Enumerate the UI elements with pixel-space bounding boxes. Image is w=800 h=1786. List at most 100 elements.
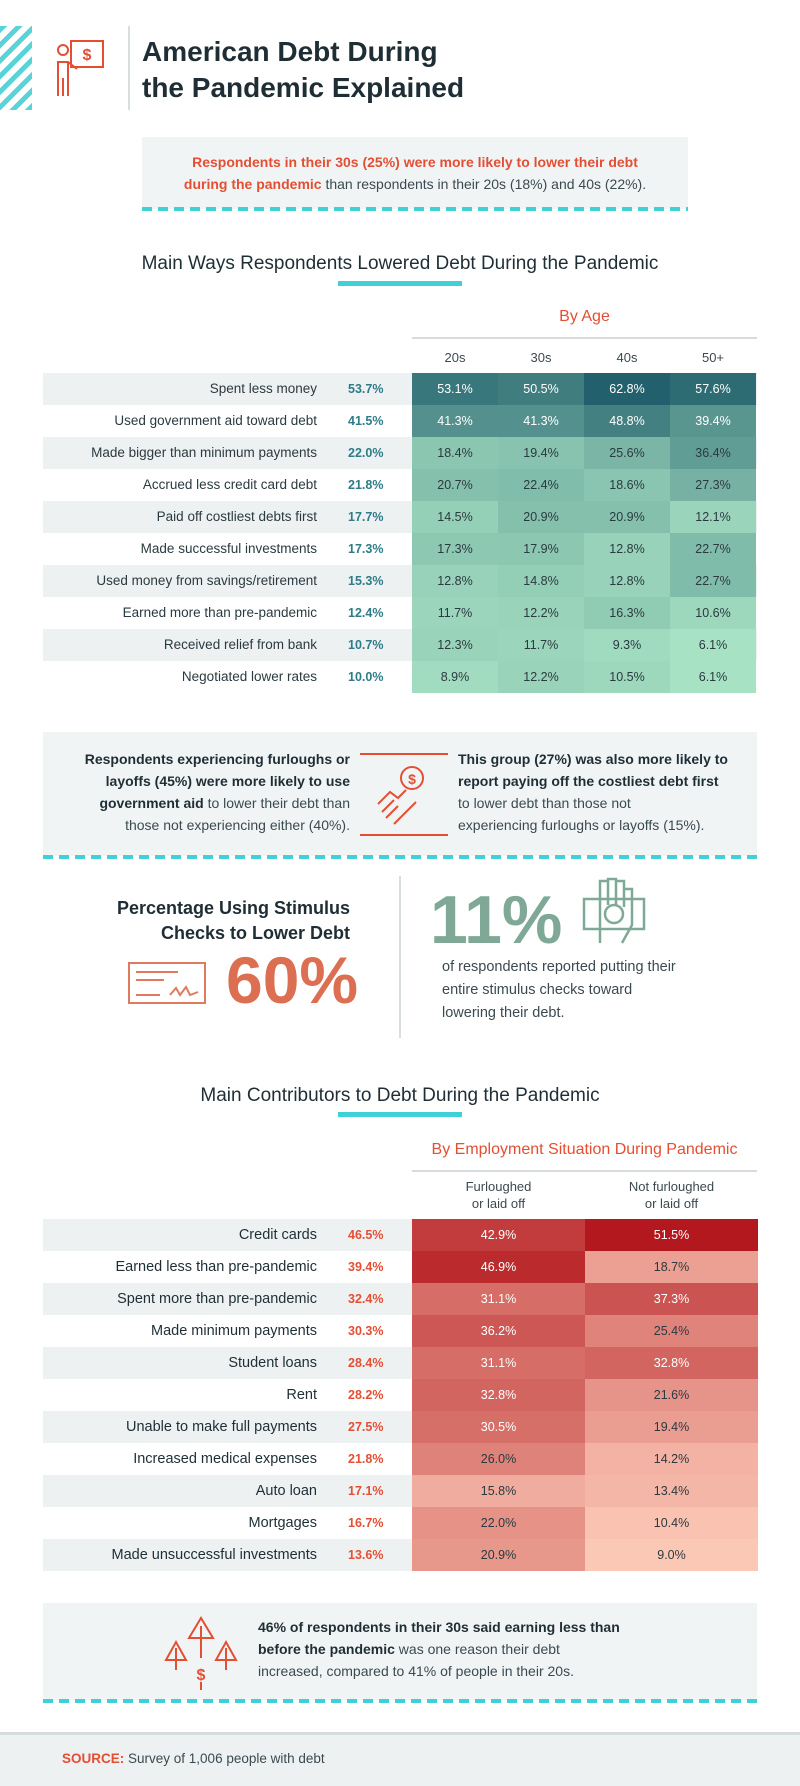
callout-line: before the pandemic (258, 1641, 395, 1657)
table-row: Mortgages 16.7% 22.0% 10.4% (43, 1507, 758, 1539)
svg-text:$: $ (408, 771, 416, 787)
heatmap-cell: 25.4% (585, 1315, 758, 1347)
column-header: 20s (444, 350, 466, 365)
heatmap-cell: 18.6% (584, 469, 670, 501)
row-total: 13.6% (348, 1548, 384, 1562)
accent-line (360, 753, 448, 755)
row-label: Negotiated lower rates (181, 669, 317, 684)
callout-line: report paying off the costliest debt fir… (458, 773, 719, 789)
row-label: Used government aid toward debt (114, 413, 317, 428)
vertical-divider (399, 876, 401, 1038)
row-total: 28.4% (348, 1356, 384, 1370)
row-total: 21.8% (348, 478, 384, 492)
row-total: 15.3% (348, 574, 384, 588)
row-label: Unable to make full payments (125, 1419, 317, 1435)
stimulus-line: of respondents reported putting their (442, 959, 676, 975)
row-total: 53.7% (348, 382, 384, 396)
row-label: Rent (286, 1387, 317, 1403)
callout-body: than respondents in their 20s (18%) and … (321, 176, 647, 192)
heatmap-cell: 12.3% (412, 629, 498, 661)
svg-text:$: $ (83, 47, 92, 64)
row-total: 10.7% (348, 638, 384, 652)
callout-line: 46% of respondents in their 30s said ear… (258, 1619, 620, 1635)
source-text: Survey of 1,006 people with debt (124, 1751, 325, 1766)
heatmap-cell: 18.7% (585, 1251, 758, 1283)
row-total: 27.5% (348, 1420, 384, 1434)
row-total: 30.3% (348, 1324, 384, 1338)
row-label: Used money from savings/retirement (96, 573, 317, 588)
row-label: Earned more than pre-pandemic (122, 605, 317, 620)
section-underline (338, 281, 462, 286)
group-rule (412, 337, 757, 339)
table-row: Earned less than pre-pandemic 39.4% 46.9% 1… (43, 1251, 758, 1283)
heatmap-cell: 22.4% (498, 469, 584, 501)
callout-line: to lower their debt than (203, 795, 350, 811)
hand-coin-icon: $ (377, 766, 424, 825)
stimulus-value: 60% (226, 943, 359, 1017)
heatmap-cell: 12.8% (584, 565, 670, 597)
highlight-text: Respondents in their 30s (25%) were more… (192, 154, 638, 170)
heatmap-cell: 48.8% (584, 405, 670, 437)
row-total: 16.7% (348, 1516, 384, 1530)
heatmap-cell: 10.4% (585, 1507, 758, 1539)
table-row: Student loans 28.4% 31.1% 32.8% (43, 1347, 758, 1379)
heatmap-cell: 20.9% (498, 501, 584, 533)
table-row: Accrued less credit card debt 21.8% 20.7% 2… (43, 469, 757, 501)
callout-text: Respondents in their 30s (25%) were more… (142, 151, 688, 195)
heatmap-cell: 10.5% (584, 661, 670, 693)
heatmap-cell: 18.4% (412, 437, 498, 469)
stimulus-title-line: Checks to Lower Debt (160, 923, 350, 943)
heatmap-cell: 41.3% (498, 405, 584, 437)
heatmap-cell: 14.2% (585, 1443, 758, 1475)
heatmap-cell: 17.3% (412, 533, 498, 565)
heatmap-cell: 20.9% (584, 501, 670, 533)
heatmap-cell: 30.5% (412, 1411, 585, 1443)
table-row: Received relief from bank 10.7% 12.3% 11.7%… (43, 629, 757, 661)
callout-line: those not experiencing either (40%). (125, 817, 350, 833)
callout-box (43, 1603, 757, 1700)
row-total: 32.4% (348, 1292, 384, 1306)
heatmap-cell: 19.4% (498, 437, 584, 469)
callout-line: This group (27%) was also more likely to (458, 751, 728, 767)
table-row: Made minimum payments 30.3% 36.2% 25.4% (43, 1315, 758, 1347)
heatmap-cell: 36.4% (670, 437, 756, 469)
heatmap-cell: 14.5% (412, 501, 498, 533)
heatmap-cell: 26.0% (412, 1443, 585, 1475)
row-label: Earned less than pre-pandemic (115, 1259, 317, 1275)
heatmap-cell: 8.9% (412, 661, 498, 693)
title-line: American Debt During (142, 36, 438, 67)
heatmap-cell: 31.1% (412, 1283, 585, 1315)
column-header: or laid off (471, 1196, 526, 1211)
row-total: 22.0% (348, 446, 384, 460)
heatmap-cell: 16.3% (584, 597, 670, 629)
heatmap-cell: 20.7% (412, 469, 498, 501)
row-total: 10.0% (348, 670, 384, 684)
group-rule (412, 1170, 757, 1172)
row-label: Received relief from bank (163, 637, 317, 652)
row-label: Mortgages (248, 1515, 317, 1531)
row-total: 17.3% (348, 542, 384, 556)
arrows-up-dollar-icon: $ (164, 1616, 238, 1690)
row-label: Credit cards (238, 1227, 317, 1243)
table-row: Used government aid toward debt 41.5% 41.3… (43, 405, 757, 437)
column-header: Furloughed (465, 1179, 532, 1194)
heatmap-cell: 39.4% (670, 405, 756, 437)
heatmap-cell: 53.1% (412, 373, 498, 405)
heatmap-cell: 12.8% (412, 565, 498, 597)
table-row: Made unsuccessful investments 13.6% 20.9% 9… (43, 1539, 758, 1571)
decorative-stripes (0, 26, 32, 110)
heatmap-cell: 25.6% (584, 437, 670, 469)
row-label: Increased medical expenses (133, 1451, 317, 1467)
heatmap-cell: 32.8% (585, 1347, 758, 1379)
row-total: 28.2% (348, 1388, 384, 1402)
table-row: Made bigger than minimum payments 22.0% 18… (43, 437, 757, 469)
section-title: Main Contributors to Debt During the Pan… (200, 1085, 600, 1106)
callout-left-text: Respondents experiencing furloughs or la… (50, 748, 350, 836)
heatmap-cell: 51.5% (585, 1219, 758, 1251)
row-label: Spent more than pre-pandemic (117, 1291, 317, 1307)
heatmap-cell: 12.2% (498, 661, 584, 693)
row-label: Made minimum payments (151, 1323, 317, 1339)
row-label: Student loans (228, 1355, 317, 1371)
table-row: Spent less money 53.7% 53.1% 50.5% 62.8% 57.6… (43, 373, 757, 405)
row-label: Made successful investments (140, 541, 317, 556)
